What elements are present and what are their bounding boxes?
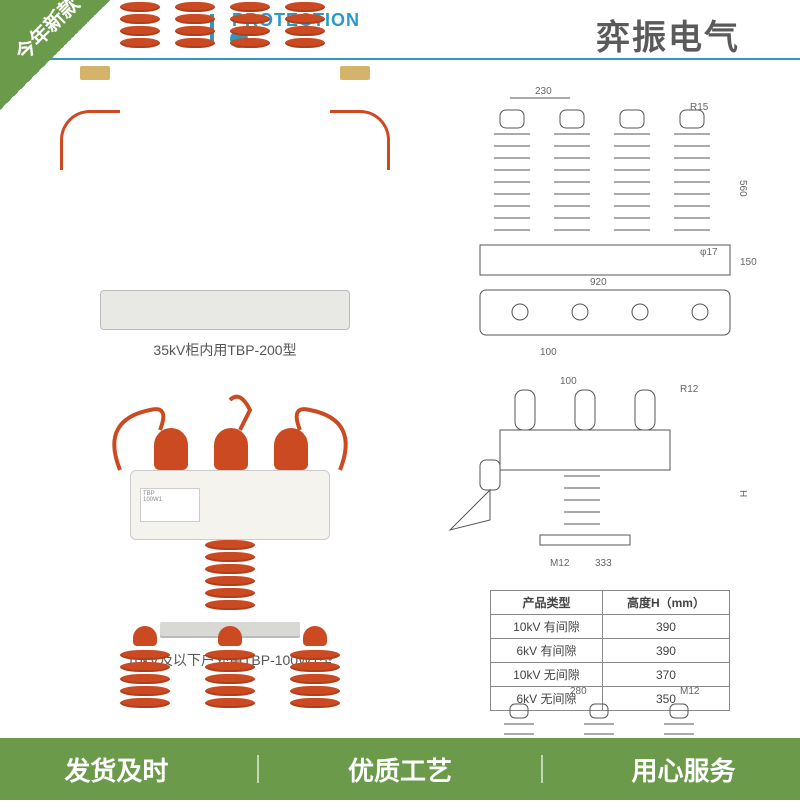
dim-pitch: 230 — [535, 86, 552, 97]
base-plate — [100, 290, 350, 330]
new-this-year-badge: 今年新款 — [0, 0, 110, 110]
dim-hole: φ17 — [700, 247, 718, 258]
arrester-pole — [120, 0, 160, 50]
dim-width: 920 — [590, 277, 607, 288]
caption-35kv: 35kV柜内用TBP-200型 — [80, 340, 370, 360]
terminal-lug — [340, 66, 370, 80]
brand-title: 弈振电气 — [596, 10, 740, 59]
arrester-pole — [120, 626, 170, 710]
dim-280: 280 — [570, 686, 587, 697]
content-area: 35kV柜内用TBP-200型 TBP100W1 10kV及以下户外用TBP-1… — [30, 70, 770, 730]
rating-label: TBP100W1 — [140, 488, 200, 522]
badge-text: 今年新款 — [12, 0, 84, 65]
slogan-1: 发货及时 — [64, 751, 168, 788]
arrester-pole — [175, 0, 215, 50]
header-rule — [0, 58, 800, 60]
lead-wire — [60, 110, 120, 170]
dim-hole-pitch: 100 — [540, 347, 557, 358]
slogan-3: 用心服务 — [632, 751, 736, 788]
arrester-pole — [205, 626, 255, 710]
bottom-insulator — [205, 540, 255, 612]
dim-r15: R15 — [690, 102, 709, 113]
top-bushing — [210, 428, 252, 470]
dim-m12: M12 — [550, 558, 570, 569]
technical-drawing-35kv: 230 R15 560 150 φ17 920 100 — [440, 80, 760, 360]
arrester-pole — [230, 0, 270, 50]
arrester-pole — [290, 626, 340, 710]
dim-m12b: M12 — [680, 686, 700, 697]
dim-baseh: 150 — [740, 257, 757, 268]
dim-height: 560 — [737, 180, 748, 197]
col-type: 产品类型 — [491, 591, 603, 615]
table-row: 10kV 有间隙390 — [491, 615, 730, 639]
col-height: 高度H（mm） — [602, 591, 729, 615]
table-row: 6kV 有间隙390 — [491, 639, 730, 663]
slogan-2: 优质工艺 — [348, 751, 452, 788]
separator — [257, 755, 259, 783]
technical-drawing-10kv: 100 R12 H M12 333 — [440, 370, 760, 610]
dim-r12: R12 — [680, 384, 699, 395]
separator — [541, 755, 543, 783]
top-bushing — [270, 428, 312, 470]
top-bushing — [150, 428, 192, 470]
dim-H: H — [737, 490, 748, 497]
arrester-pole — [285, 0, 325, 50]
dim-333: 333 — [595, 558, 612, 569]
footer-slogan-bar: 发货及时 优质工艺 用心服务 — [0, 738, 800, 800]
lead-wire — [330, 110, 390, 170]
dim-pitch-100: 100 — [560, 376, 577, 387]
